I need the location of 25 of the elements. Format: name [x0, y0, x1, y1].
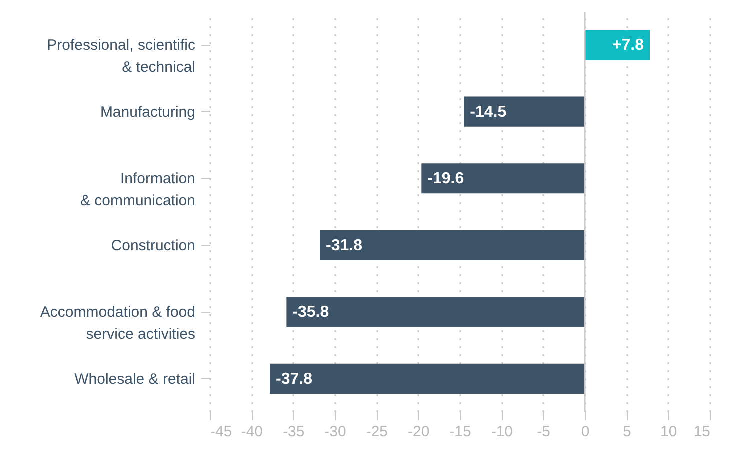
data-label: -14.5 — [470, 104, 507, 121]
x-tick-label: 10 — [660, 424, 678, 440]
x-tick-label: -30 — [324, 424, 346, 440]
data-label: -19.6 — [428, 170, 464, 188]
data-label: +7.8 — [612, 37, 644, 54]
x-tick-label: -20 — [408, 424, 430, 440]
y-tick-label: Information & communication — [80, 170, 196, 210]
x-tick-label: 5 — [622, 424, 632, 440]
x-tick-label: 0 — [581, 424, 590, 440]
x-tick-label: -25 — [366, 424, 388, 440]
data-label: -37.8 — [276, 370, 313, 388]
x-tick-label: -45 — [210, 424, 232, 440]
y-tick-label: Professional, scientific & technical — [47, 37, 196, 76]
data-label: -31.8 — [326, 237, 363, 254]
data-label: -35.8 — [292, 304, 330, 322]
x-tick-label: 15 — [694, 424, 710, 440]
y-tick-label: Wholesale & retail — [74, 370, 196, 388]
x-tick-label: -5 — [537, 424, 551, 440]
x-tick-label: -40 — [241, 424, 264, 440]
y-tick-label: Manufacturing — [100, 104, 196, 121]
y-tick-label: Accommodation & food service activities — [40, 304, 196, 344]
x-tick-label: -10 — [491, 424, 514, 440]
y-tick-label: Construction — [111, 237, 196, 254]
x-tick-label: -15 — [450, 424, 472, 440]
x-tick-label: -35 — [282, 424, 305, 440]
